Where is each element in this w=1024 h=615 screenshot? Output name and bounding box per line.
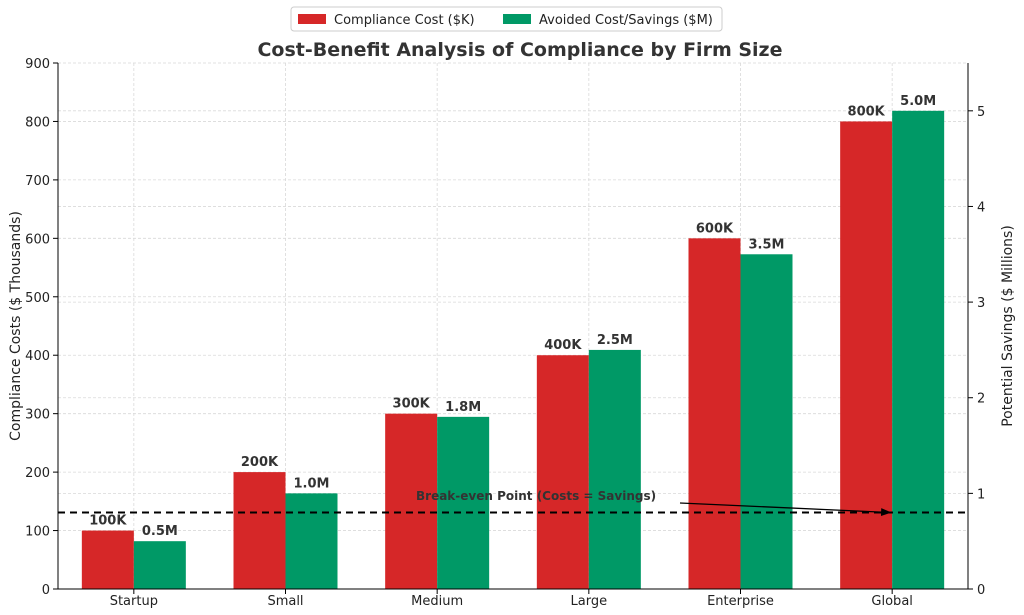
x-tick-label-small: Small — [267, 594, 303, 609]
bar-label-avoided-cost-global: 5.0M — [900, 94, 936, 109]
x-tick-label-large: Large — [571, 594, 608, 609]
y-tick-label-right-2: 2 — [977, 392, 985, 407]
bar-label-compliance-cost-enterprise: 600K — [696, 221, 734, 236]
break-even-annotation: Break-even Point (Costs = Savings) — [416, 489, 892, 516]
y-tick-label-left-2: 200 — [25, 466, 50, 481]
bar-label-avoided-cost-startup: 0.5M — [142, 524, 178, 539]
bar-compliance-cost-global — [840, 121, 893, 589]
x-tick-label-enterprise: Enterprise — [707, 594, 774, 609]
bar-compliance-cost-small — [233, 472, 286, 589]
bar-avoided-cost-medium — [437, 416, 490, 589]
bar-avoided-cost-small — [285, 493, 338, 589]
bar-compliance-cost-enterprise — [688, 238, 741, 590]
legend-swatch-avoided-cost — [503, 14, 531, 24]
y-tick-label-left-0: 0 — [42, 583, 50, 598]
bar-label-compliance-cost-startup: 100K — [89, 514, 127, 529]
y-tick-label-left-5: 500 — [25, 291, 50, 306]
x-tick-label-startup: Startup — [110, 594, 158, 609]
y-tick-label-left-3: 300 — [25, 408, 50, 423]
bar-avoided-cost-enterprise — [740, 254, 793, 590]
legend: Compliance Cost ($K) Avoided Cost/Saving… — [290, 6, 723, 32]
y-tick-label-left-8: 800 — [25, 115, 50, 130]
y-tick-label-right-0: 0 — [977, 583, 985, 598]
bar-compliance-cost-large — [536, 355, 589, 589]
legend-label-avoided-cost: Avoided Cost/Savings ($M) — [539, 13, 713, 28]
bar-label-compliance-cost-large: 400K — [544, 338, 582, 353]
y-tick-label-right-3: 3 — [977, 296, 985, 311]
bar-avoided-cost-startup — [133, 541, 186, 589]
y-tick-label-left-6: 600 — [25, 232, 50, 247]
bar-label-avoided-cost-small: 1.0M — [294, 476, 330, 491]
bar-label-compliance-cost-global: 800K — [848, 104, 886, 119]
y-tick-label-left-9: 900 — [25, 57, 50, 72]
chart-title: Cost-Benefit Analysis of Compliance by F… — [257, 39, 782, 61]
y-tick-label-right-5: 5 — [977, 105, 985, 120]
bar-labels: 100K 0.5M 200K 1.0M 300K 1.8M 400K 2.5M 600K 3.5M… — [89, 94, 936, 539]
bar-compliance-cost-startup — [81, 530, 134, 589]
x-tick-label-medium: Medium — [411, 594, 463, 609]
bar-avoided-cost-global — [892, 110, 945, 590]
bar-avoided-cost-large — [588, 349, 641, 589]
legend-label-compliance-cost: Compliance Cost ($K) — [334, 13, 475, 28]
x-tick-label-global: Global — [871, 594, 912, 609]
bar-label-avoided-cost-enterprise: 3.5M — [749, 237, 785, 252]
y-tick-label-left-4: 400 — [25, 349, 50, 364]
bar-label-avoided-cost-large: 2.5M — [597, 333, 633, 348]
y-tick-label-right-4: 4 — [977, 200, 985, 215]
legend-swatch-compliance-cost — [298, 14, 326, 24]
y-axis-left-title: Compliance Costs ($ Thousands) — [8, 211, 24, 441]
bar-compliance-cost-medium — [385, 413, 438, 589]
break-even-arrow — [679, 502, 892, 516]
axes: 0 100 200 300 400 500 600 700 800 900 0 1 2 3 4 5 Startu… — [25, 57, 985, 609]
y-tick-label-left-1: 100 — [25, 525, 50, 540]
bar-label-compliance-cost-small: 200K — [241, 455, 279, 470]
y-axis-right-title: Potential Savings ($ Millions) — [1000, 225, 1016, 427]
y-tick-label-left-7: 700 — [25, 174, 50, 189]
bar-label-compliance-cost-medium: 300K — [393, 397, 431, 412]
break-even-annotation-text: Break-even Point (Costs = Savings) — [416, 489, 656, 503]
bar-label-avoided-cost-medium: 1.8M — [445, 400, 481, 415]
y-tick-label-right-1: 1 — [977, 487, 985, 502]
bars — [81, 110, 945, 590]
